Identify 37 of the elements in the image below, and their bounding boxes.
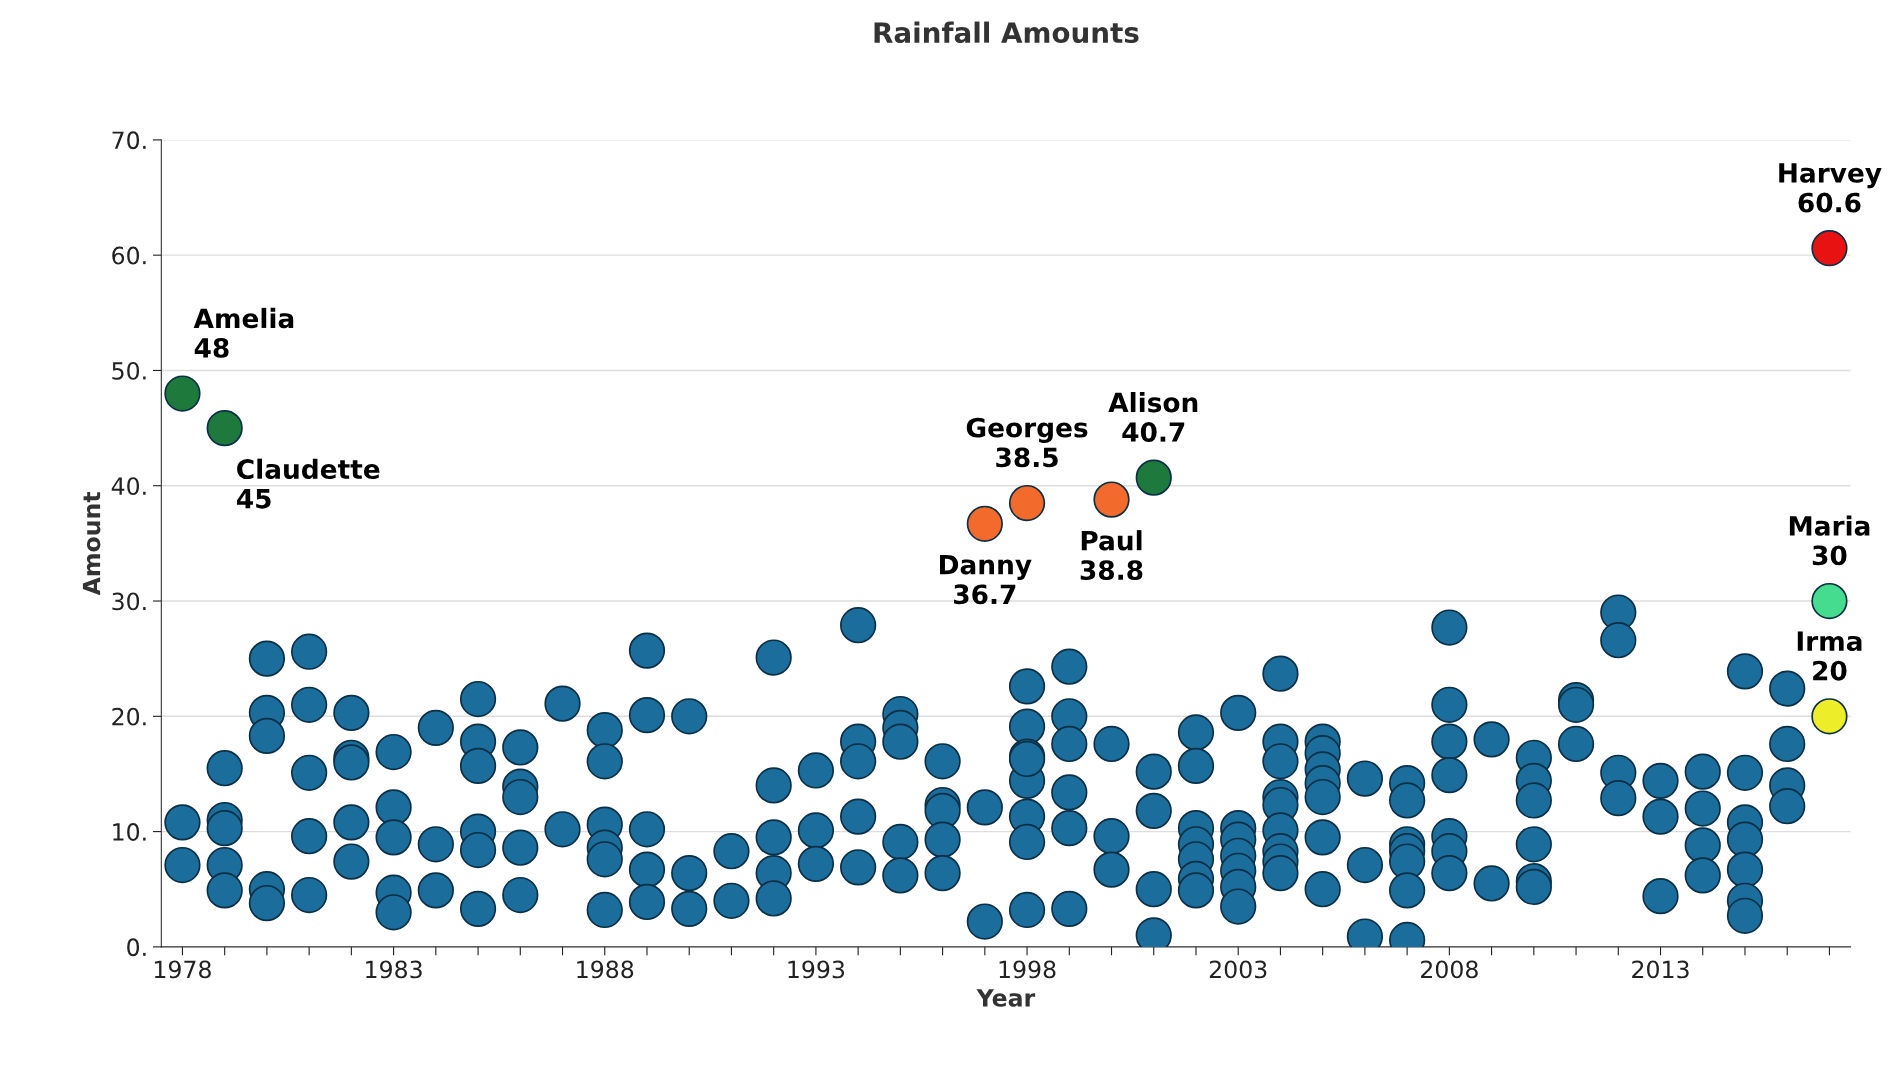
point [206, 409, 243, 447]
y-tick-label: 0. [127, 938, 146, 957]
y-tick-label: 70. [112, 131, 146, 150]
annotation: Claudette 45 [236, 458, 380, 509]
y-tick-label: 10. [113, 823, 146, 841]
chart-title: Rainfall Amounts [874, 21, 1139, 44]
annotation: Alison 40.7 [1108, 392, 1198, 442]
point [1811, 230, 1848, 267]
point [1093, 481, 1130, 518]
y-tick-label: 40. [111, 477, 146, 496]
point [1811, 698, 1848, 735]
point [966, 505, 1003, 542]
annotation: Amelia 48 [193, 307, 294, 358]
point [1135, 459, 1172, 496]
x-tick-label: 2003 [1209, 960, 1267, 979]
x-tick-label: 1998 [999, 960, 1056, 979]
y-tick-label: 60. [112, 246, 146, 265]
x-tick-label: 1978 [154, 960, 211, 979]
annotation: Georges 38.5 [966, 417, 1088, 468]
annotation: Harvey 60.6 [1779, 163, 1882, 213]
x-tick-label: 2008 [1421, 960, 1478, 979]
x-tick-label: 1993 [788, 960, 845, 979]
x-tick-label: 2013 [1632, 960, 1689, 979]
point [1008, 484, 1046, 522]
annotation: Danny 36.7 [940, 554, 1032, 605]
point [1811, 582, 1848, 620]
y-tick-label: 30. [112, 592, 146, 611]
point [164, 375, 201, 412]
y-tick-label: 20. [112, 707, 146, 726]
y-axis-title: Amount [82, 491, 101, 596]
x-tick-label: 1988 [577, 960, 634, 979]
annotation: Irma 20 [1797, 631, 1862, 681]
x-tick-label: 1983 [366, 960, 422, 979]
annotation: Maria 30 [1789, 515, 1870, 566]
x-axis-title: Year [976, 989, 1036, 1007]
y-tick-label: 50. [112, 361, 146, 380]
annotation: Paul 38.8 [1080, 530, 1143, 581]
